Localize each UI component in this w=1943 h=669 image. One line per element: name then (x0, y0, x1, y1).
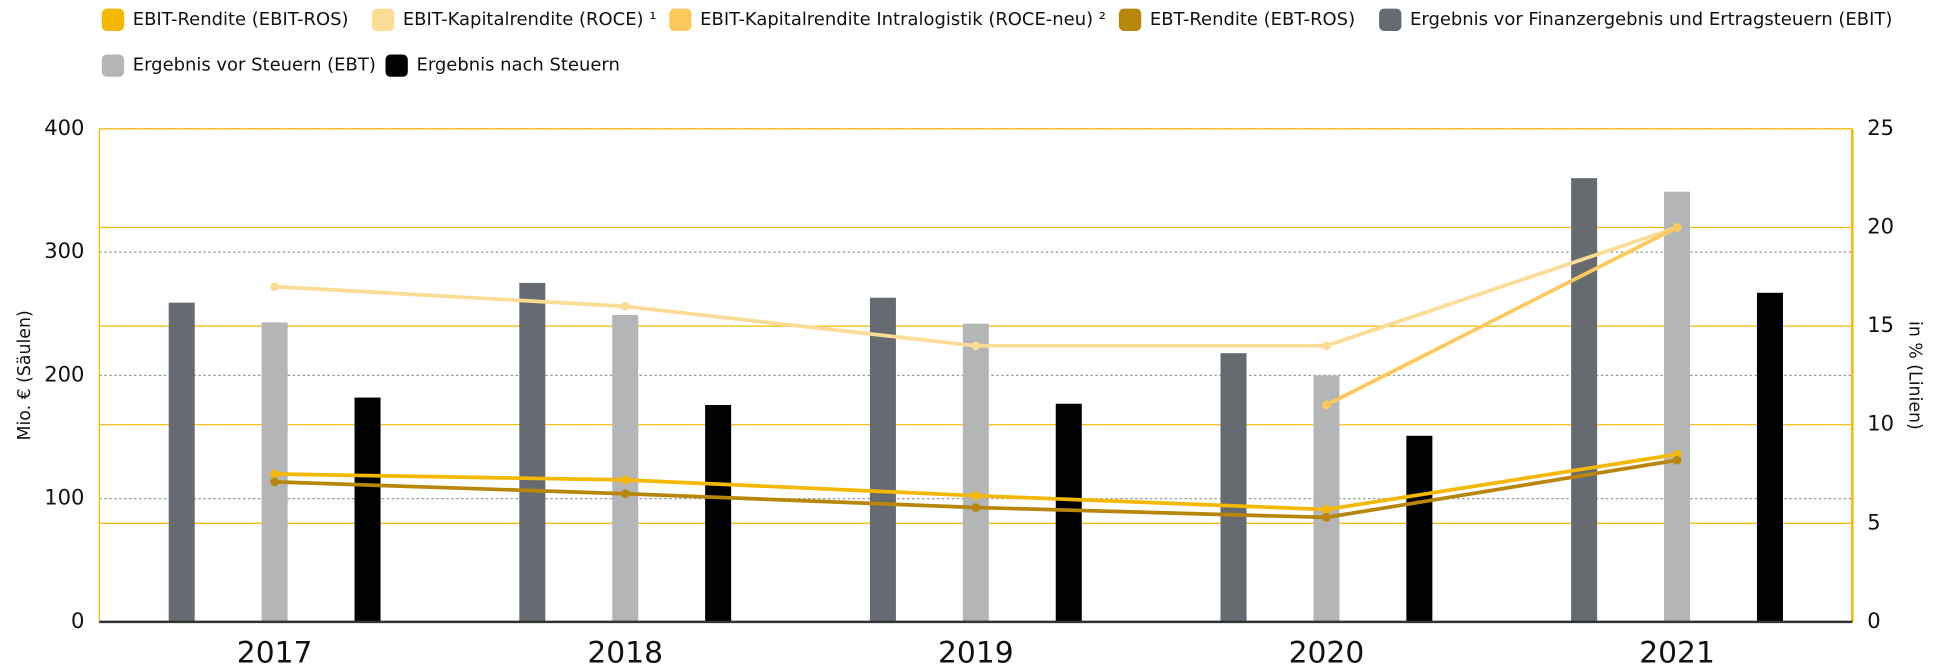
legend-label: Ergebnis vor Steuern (EBT) (133, 55, 376, 76)
point (971, 491, 981, 501)
bar (1313, 375, 1340, 622)
y2-tick-label: 10 (1867, 411, 1894, 436)
point (620, 302, 630, 311)
legend-swatch (101, 54, 125, 77)
legend-label: EBIT-Rendite (EBIT-ROS) (133, 9, 349, 30)
bar (705, 404, 732, 622)
point (1672, 455, 1682, 465)
y-tick-label: 400 (44, 115, 84, 140)
legend-label: Ergebnis vor Finanzergebnis und Ertragst… (1410, 9, 1892, 30)
y2-tick-label: 0 (1867, 608, 1880, 633)
point (620, 475, 630, 485)
y2-tick-label: 20 (1867, 213, 1894, 238)
bar (1220, 353, 1247, 622)
point (1322, 513, 1331, 522)
legend-swatch (669, 8, 692, 31)
point (270, 282, 279, 291)
bar (869, 297, 896, 622)
point (620, 489, 630, 499)
point (1322, 400, 1331, 410)
bar (354, 397, 381, 622)
point (270, 469, 279, 479)
legend-swatch (1118, 8, 1142, 31)
y2-tick-label: 15 (1867, 312, 1894, 337)
y-axis-label: Mio. € (Säulen) (15, 310, 35, 440)
legend-swatch (1379, 8, 1402, 31)
x-tick-label: 2021 (1639, 636, 1715, 669)
y2-tick-label: 5 (1867, 509, 1880, 534)
legend-swatch (101, 8, 125, 31)
line (1325, 225, 1678, 407)
legend-label: EBT-Rendite (EBT-ROS) (1150, 9, 1355, 30)
x-tick-label: 2019 (938, 636, 1014, 669)
legend-swatch (371, 8, 395, 31)
x-tick-label: 2018 (587, 636, 663, 669)
y-tick-label: 100 (44, 485, 84, 510)
bar (1406, 435, 1433, 622)
bar (612, 314, 639, 622)
y-tick-label: 200 (44, 361, 84, 386)
point (971, 503, 981, 512)
point (1322, 341, 1331, 351)
x-tick-label: 2017 (237, 636, 313, 669)
x-tick-label: 2020 (1289, 636, 1365, 669)
y2-axis-label: in % (Linien) (1904, 321, 1924, 430)
point (971, 341, 981, 351)
point (270, 477, 279, 487)
point (1672, 223, 1682, 232)
y-tick-label: 0 (71, 608, 84, 633)
bar (168, 302, 195, 622)
legend-label: EBIT-Kapitalrendite Intralogistik (ROCE-… (700, 9, 1106, 30)
legend-swatch (385, 54, 408, 77)
legend-label: EBIT-Kapitalrendite (ROCE) ¹ (403, 9, 657, 30)
point (1322, 505, 1331, 514)
y2-tick-label: 25 (1867, 115, 1894, 140)
legend-label: Ergebnis nach Steuern (416, 55, 619, 76)
bar (1664, 191, 1691, 622)
bar (1756, 292, 1783, 622)
bar (1571, 178, 1598, 622)
bar (1055, 403, 1082, 622)
bar (519, 282, 546, 622)
y-tick-label: 300 (44, 238, 84, 263)
bar (962, 323, 989, 622)
